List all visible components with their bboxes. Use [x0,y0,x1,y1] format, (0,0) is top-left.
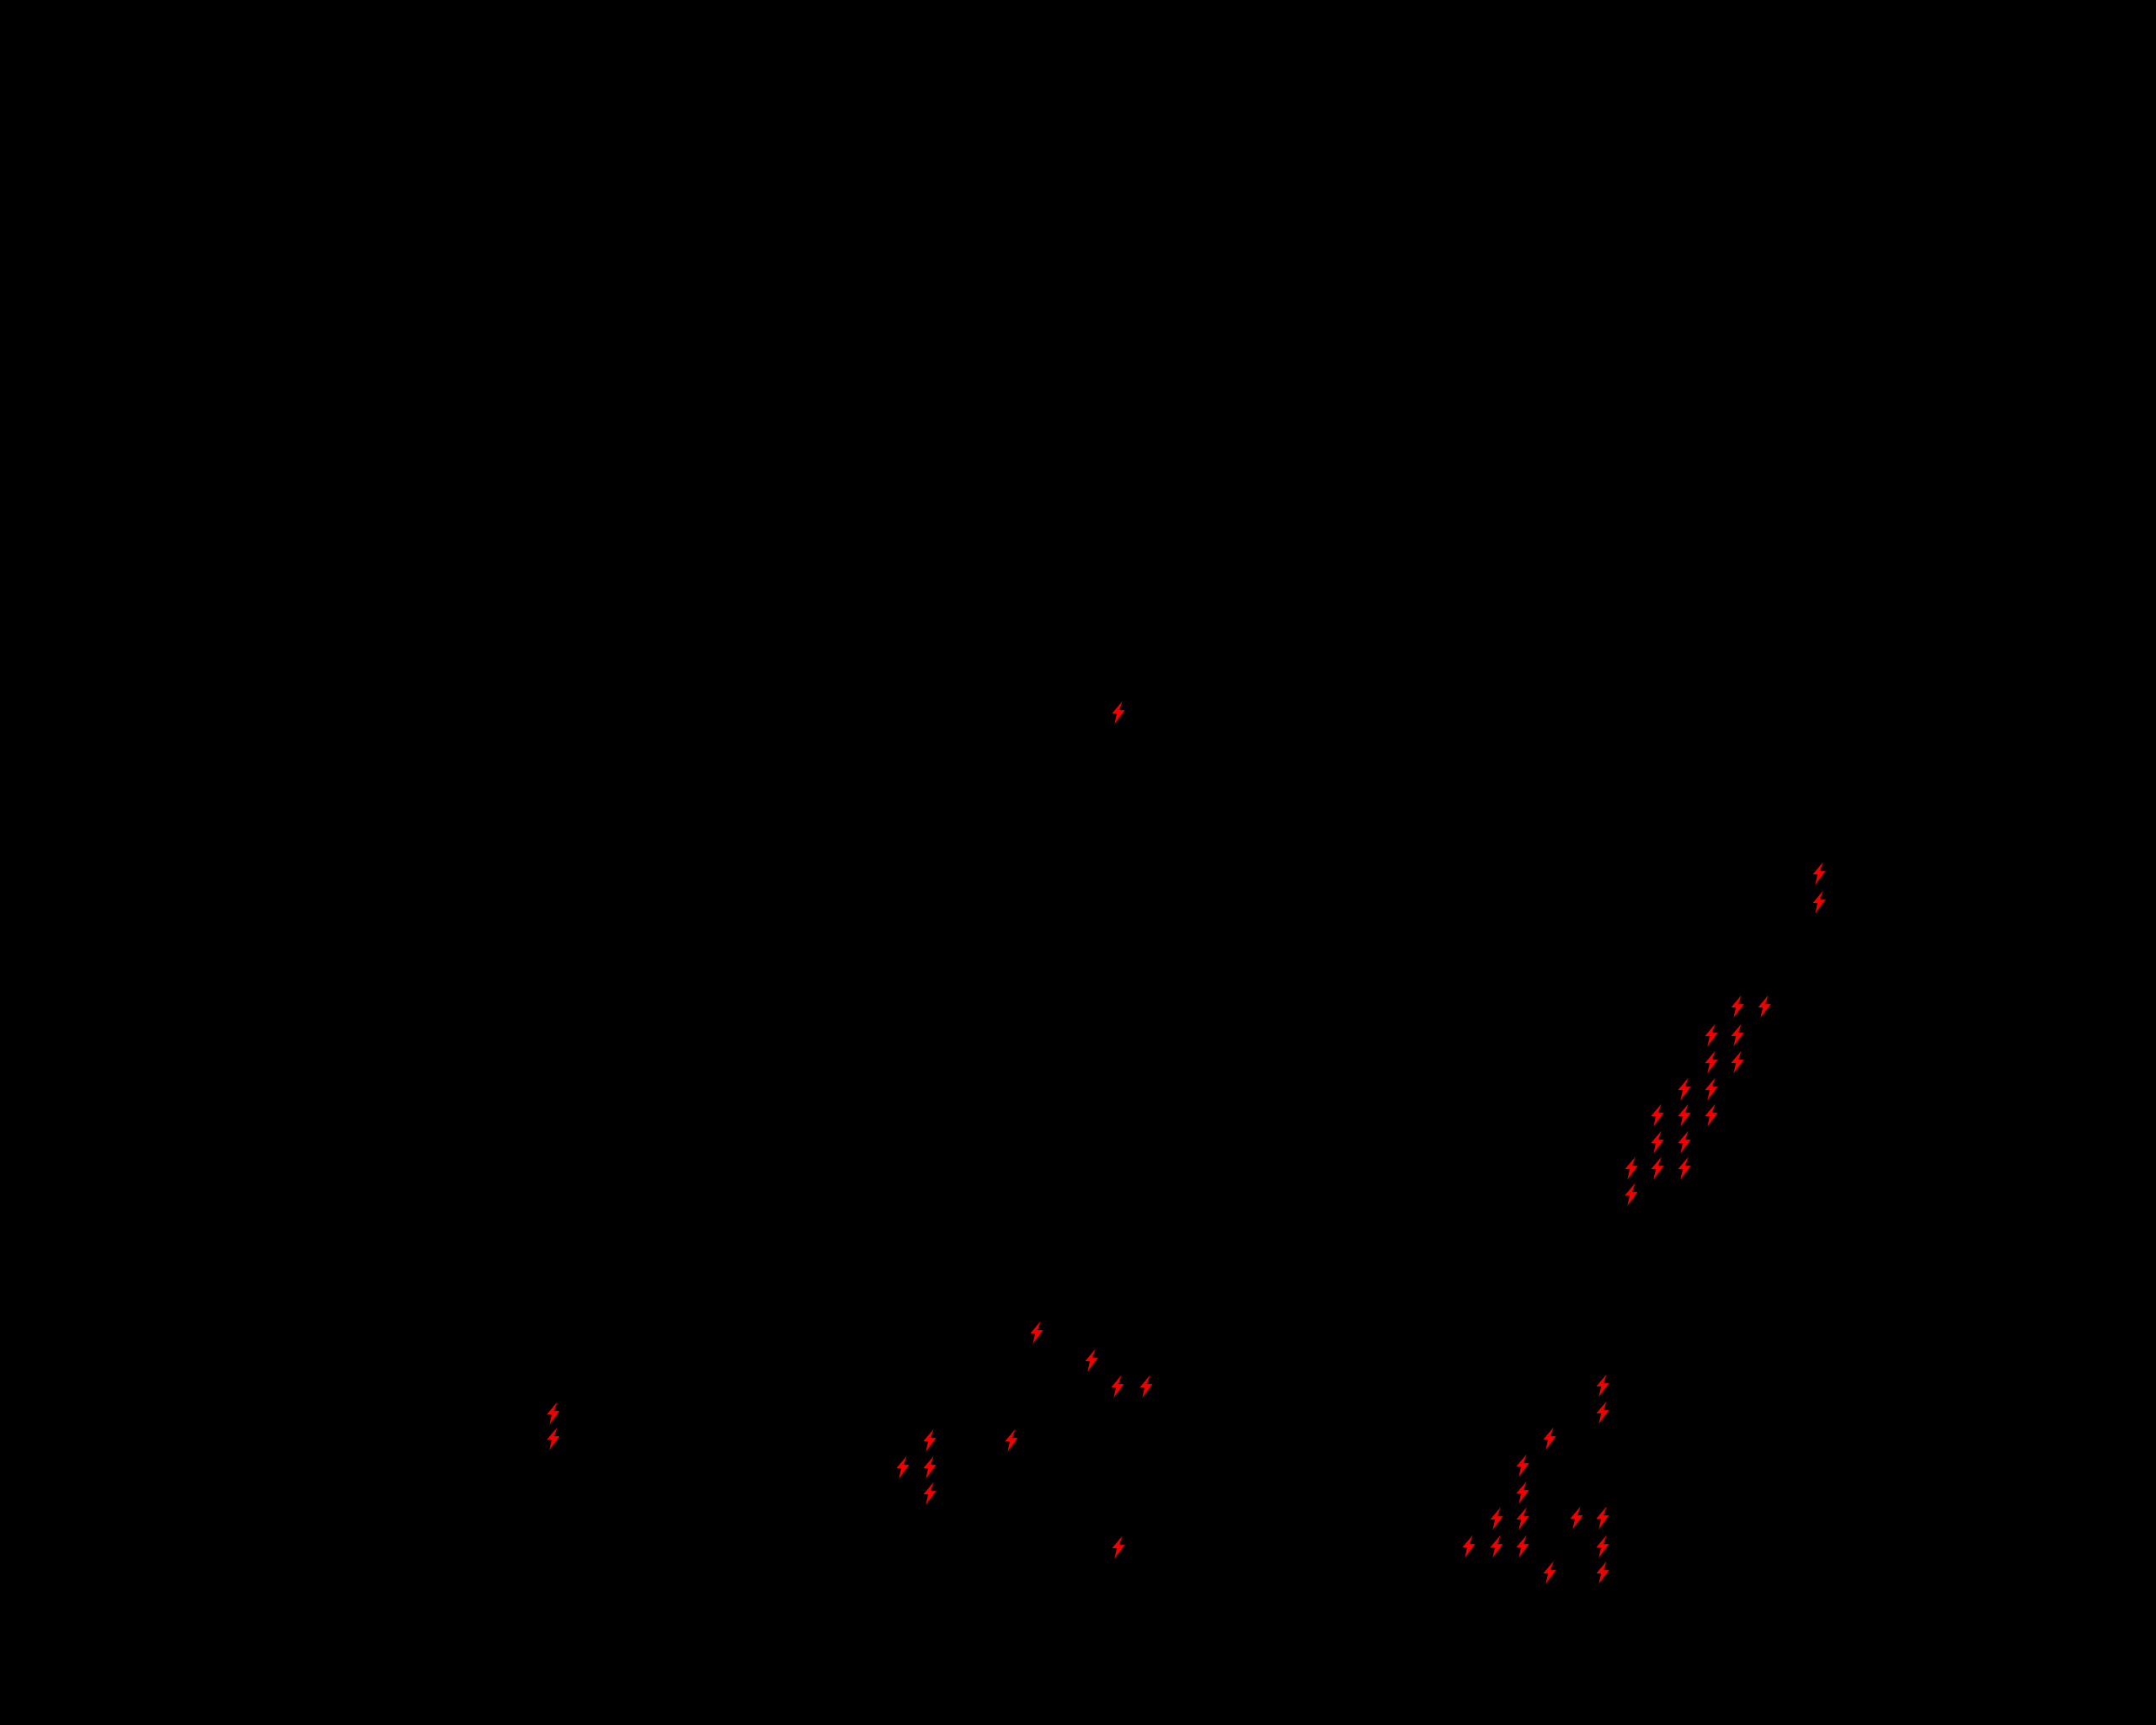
chart-background [0,0,2156,1725]
lightning-strike-scatter-chart [0,0,2156,1725]
chart-canvas [0,0,2156,1725]
